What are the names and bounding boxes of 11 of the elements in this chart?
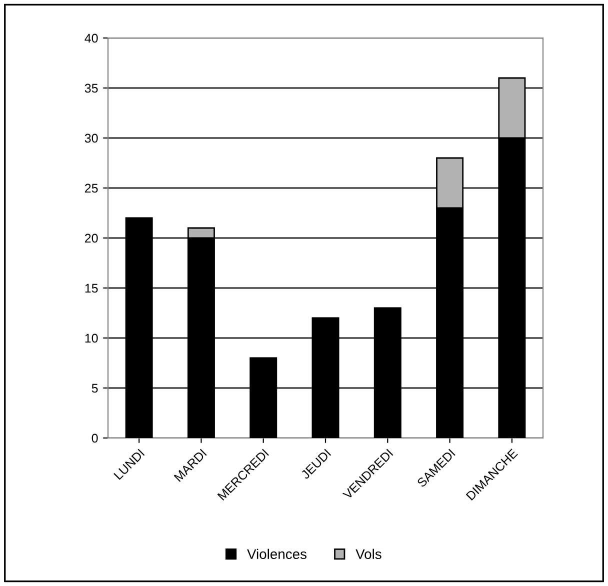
legend-label: Violences	[247, 548, 306, 560]
y-tick-label: 0	[92, 434, 98, 443]
y-tick-label: 25	[85, 184, 98, 193]
y-tick-label: 20	[85, 234, 98, 243]
y-tick-label: 40	[84, 34, 98, 43]
y-tick-label: 30	[84, 134, 98, 143]
y-tick-label: 15	[85, 284, 98, 293]
legend-label: Vols	[356, 548, 382, 560]
y-tick-label: 5	[92, 384, 98, 393]
y-tick-label: 35	[84, 84, 98, 93]
y-tick-label: 10	[85, 334, 98, 343]
